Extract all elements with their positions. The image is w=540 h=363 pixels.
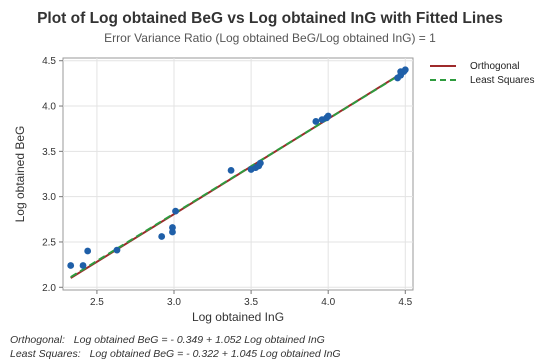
- data-point: [113, 246, 121, 254]
- x-tick-label: 3.0: [167, 297, 181, 308]
- legend-swatch-least-squares: [430, 79, 456, 81]
- y-tick-label: 4.0: [42, 102, 56, 113]
- legend-label-orthogonal: Orthogonal: [470, 60, 520, 72]
- equation-orthogonal-label: Orthogonal:: [10, 334, 65, 346]
- x-axis-label: Log obtained InG: [192, 310, 284, 324]
- legend-item-orthogonal: Orthogonal: [430, 59, 535, 73]
- x-tick-label: 2.5: [90, 297, 104, 308]
- data-point: [169, 224, 176, 231]
- legend-swatch-orthogonal: [430, 65, 456, 67]
- y-tick-label: 2.5: [42, 237, 56, 248]
- data-point: [158, 233, 166, 240]
- data-point: [172, 207, 179, 215]
- x-tick-label: 4.0: [321, 297, 335, 308]
- y-tick-label: 3.0: [42, 192, 56, 203]
- legend: Orthogonal Least Squares: [430, 59, 535, 87]
- x-tick-label: 3.5: [244, 297, 258, 308]
- data-point: [401, 66, 409, 74]
- legend-item-least-squares: Least Squares: [430, 73, 535, 87]
- data-point: [312, 118, 320, 125]
- chart-subtitle: Error Variance Ratio (Log obtained BeG/L…: [104, 31, 436, 45]
- data-point: [84, 247, 92, 255]
- data-point: [227, 166, 235, 174]
- x-axis-ticks: 2.5 3.0 3.5 4.0 4.5: [90, 290, 413, 308]
- y-tick-label: 4.5: [42, 56, 56, 67]
- data-point: [324, 112, 332, 120]
- equation-orthogonal-text: Log obtained BeG = - 0.349 + 1.052 Log o…: [73, 334, 325, 346]
- legend-label-least-squares: Least Squares: [470, 74, 535, 86]
- fitted-lines: [70, 70, 406, 279]
- orthogonal-fit-line: [70, 70, 406, 279]
- data-points: [67, 66, 409, 269]
- x-tick-label: 4.5: [398, 297, 412, 308]
- chart-title: Plot of Log obtained BeG vs Log obtained…: [37, 10, 503, 27]
- data-point: [256, 159, 264, 167]
- equation-least-squares-text: Log obtained BeG = - 0.322 + 1.045 Log o…: [89, 348, 341, 360]
- equation-least-squares: Least Squares: Log obtained BeG = - 0.32…: [10, 348, 341, 360]
- y-tick-label: 2.0: [42, 283, 56, 294]
- grid-lines: [63, 58, 413, 290]
- y-axis-label: Log obtained BeG: [13, 126, 27, 223]
- data-point: [79, 262, 87, 269]
- y-tick-label: 3.5: [42, 147, 56, 158]
- y-axis-ticks: 2.0 2.5 3.0 3.5 4.0 4.5: [42, 56, 63, 294]
- equation-least-squares-label: Least Squares:: [10, 348, 81, 360]
- equation-orthogonal: Orthogonal: Log obtained BeG = - 0.349 +…: [10, 334, 325, 346]
- data-point: [67, 262, 75, 269]
